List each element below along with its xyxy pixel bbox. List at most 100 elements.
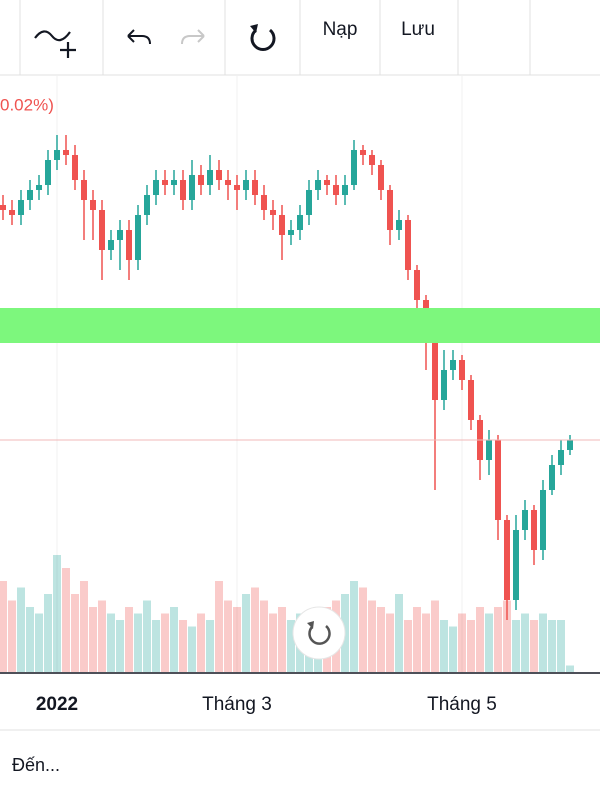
- volume-bar: [386, 613, 394, 672]
- reset-icon[interactable]: [250, 28, 276, 51]
- candle-body: [54, 150, 60, 160]
- candle-body: [441, 370, 447, 400]
- candle-body: [72, 155, 78, 180]
- candle-body: [63, 150, 69, 155]
- volume-bar: [251, 587, 259, 672]
- volume-bar: [143, 600, 151, 672]
- volume-bar: [467, 620, 475, 672]
- candle-body: [549, 465, 555, 490]
- candle-body: [369, 155, 375, 165]
- candle-body: [180, 180, 186, 200]
- candle-body: [351, 150, 357, 185]
- candle-body: [36, 185, 42, 190]
- volume-bar: [80, 581, 88, 672]
- volume-bar: [170, 607, 178, 672]
- candle-body: [270, 210, 276, 215]
- volume-bar: [449, 626, 457, 672]
- candle-body: [252, 180, 258, 195]
- volume-bar: [8, 600, 16, 672]
- candle-body: [306, 190, 312, 215]
- indicator-icon[interactable]: [34, 30, 76, 58]
- candle-body: [513, 530, 519, 600]
- volume-bar: [395, 594, 403, 672]
- volume-bar: [44, 594, 52, 672]
- candle-body: [558, 450, 564, 465]
- volume-bar: [224, 600, 232, 672]
- volume-bar: [188, 626, 196, 672]
- volume-bar: [98, 600, 106, 672]
- volume-bar: [278, 607, 286, 672]
- change-label: 0.02%): [0, 95, 54, 114]
- candle-body: [459, 360, 465, 380]
- reset-chart-arrow: [307, 621, 314, 629]
- candle-body: [414, 270, 420, 300]
- volume-bar: [152, 620, 160, 672]
- candle-body: [396, 220, 402, 230]
- reset-arrow: [250, 24, 258, 33]
- candle-body: [324, 180, 330, 185]
- candle-body: [135, 215, 141, 260]
- redo-icon[interactable]: [181, 29, 205, 45]
- volume-bar: [35, 613, 43, 672]
- volume-bar: [62, 568, 70, 672]
- volume-bar: [287, 620, 295, 672]
- volume-bar: [71, 594, 79, 672]
- volume-bar: [368, 600, 376, 672]
- candle-body: [432, 340, 438, 400]
- volume-bar: [206, 620, 214, 672]
- candle-body: [9, 210, 15, 215]
- volume-bar: [233, 607, 241, 672]
- volume-bar: [413, 607, 421, 672]
- volume-bar: [107, 613, 115, 672]
- candle-body: [234, 185, 240, 190]
- x-tick-label: Tháng 3: [202, 694, 272, 715]
- volume-bar: [89, 607, 97, 672]
- volume-bar: [215, 581, 223, 672]
- candle-body: [0, 205, 6, 210]
- volume-bar: [431, 600, 439, 672]
- candle-body: [171, 180, 177, 185]
- candle-body: [27, 190, 33, 200]
- volume-bar: [539, 613, 547, 672]
- candle-body: [522, 510, 528, 530]
- volume-bar: [17, 587, 25, 672]
- volume-bar: [260, 600, 268, 672]
- candle-body: [486, 440, 492, 460]
- candle-body: [288, 230, 294, 235]
- candle-body: [216, 170, 222, 180]
- volume-bar: [377, 607, 385, 672]
- volume-bar: [161, 613, 169, 672]
- reset-chart-button[interactable]: [292, 606, 346, 660]
- candle-body: [360, 150, 366, 155]
- volume-bar: [125, 607, 133, 672]
- load-button[interactable]: Nạp: [323, 19, 358, 40]
- volume-bar: [404, 620, 412, 672]
- candle-body: [243, 180, 249, 190]
- volume-bar: [503, 600, 511, 672]
- candle-body: [45, 160, 51, 185]
- volume-bar: [476, 607, 484, 672]
- candle-body: [18, 200, 24, 215]
- candle-body: [342, 185, 348, 195]
- x-tick-label: 2022: [36, 694, 78, 715]
- candle-body: [378, 165, 384, 190]
- candle-body: [495, 440, 501, 520]
- volume-bar: [53, 555, 61, 672]
- volume-bar: [440, 620, 448, 672]
- volume-bar: [359, 587, 367, 672]
- candle-body: [81, 180, 87, 200]
- candle-body: [126, 230, 132, 260]
- save-button[interactable]: Lưu: [401, 19, 435, 40]
- candle-body: [153, 180, 159, 195]
- volume-bar: [557, 620, 565, 672]
- candle-body: [540, 490, 546, 550]
- candle-body: [333, 185, 339, 195]
- candle-body: [279, 215, 285, 235]
- undo-icon[interactable]: [127, 29, 151, 45]
- volume-bar: [458, 613, 466, 672]
- candle-body: [207, 170, 213, 185]
- goto-button[interactable]: Đến...: [12, 755, 60, 775]
- candle-body: [387, 190, 393, 230]
